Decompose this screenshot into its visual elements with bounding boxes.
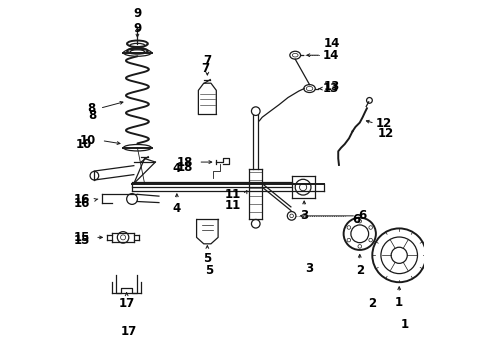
Text: 18: 18 xyxy=(176,156,193,168)
Text: 12: 12 xyxy=(378,127,394,140)
Text: 5: 5 xyxy=(205,264,213,277)
Text: 10: 10 xyxy=(75,138,92,150)
Text: 16: 16 xyxy=(74,193,90,206)
Text: 6: 6 xyxy=(358,210,366,222)
Text: 13: 13 xyxy=(323,82,340,95)
Text: 15: 15 xyxy=(74,234,90,247)
Text: 9: 9 xyxy=(133,8,142,21)
Text: 1: 1 xyxy=(400,318,409,331)
Text: 2: 2 xyxy=(356,264,364,276)
Text: 17: 17 xyxy=(121,325,137,338)
Text: 16: 16 xyxy=(74,197,90,210)
Text: 3: 3 xyxy=(300,210,308,222)
Text: 6: 6 xyxy=(353,213,361,226)
Text: 14: 14 xyxy=(324,37,340,50)
Text: 11: 11 xyxy=(224,188,241,201)
Text: 4: 4 xyxy=(173,162,181,175)
Text: 13: 13 xyxy=(324,80,340,93)
Text: 8: 8 xyxy=(87,102,95,115)
Text: 17: 17 xyxy=(119,297,135,310)
Text: 1: 1 xyxy=(395,296,403,309)
Text: 14: 14 xyxy=(322,49,339,62)
Text: 11: 11 xyxy=(225,199,242,212)
Text: 15: 15 xyxy=(74,231,90,244)
Text: 3: 3 xyxy=(305,262,314,275)
Text: 5: 5 xyxy=(203,252,212,265)
Text: 18: 18 xyxy=(176,161,193,174)
Text: 10: 10 xyxy=(80,134,96,147)
Text: 4: 4 xyxy=(173,202,181,215)
Text: 12: 12 xyxy=(376,117,392,130)
Text: 9: 9 xyxy=(133,22,142,35)
Text: 2: 2 xyxy=(368,297,376,310)
Text: 7: 7 xyxy=(201,62,210,75)
Text: 7: 7 xyxy=(203,54,211,67)
Text: 8: 8 xyxy=(88,109,96,122)
